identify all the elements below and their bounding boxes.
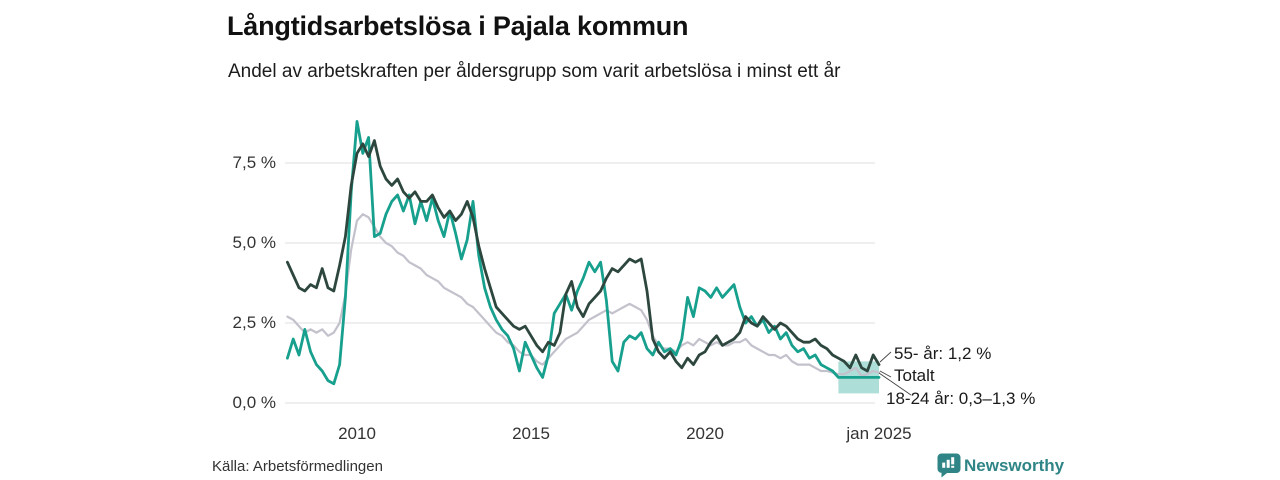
series-line-18-24 <box>285 120 881 386</box>
annotation-55-ar: 55- år: 1,2 % <box>894 344 992 363</box>
chart-subtitle: Andel av arbetskraften per åldersgrupp s… <box>228 61 841 82</box>
x-tick-label-2010: 2010 <box>338 424 376 443</box>
series-line-55 <box>285 139 881 373</box>
annotation-connector-55 <box>879 351 892 363</box>
y-tick-label-5-0: 5,0 % <box>232 233 276 252</box>
annotation-connector-18-24 <box>878 372 912 396</box>
source-attribution: Källa: Arbetsförmedlingen <box>212 458 383 475</box>
y-tick-label-7-5: 7,5 % <box>232 153 276 172</box>
y-tick-label-2-5: 2,5 % <box>232 313 276 332</box>
series-line-total <box>286 213 881 377</box>
x-tick-label-2015: 2015 <box>512 424 550 443</box>
annotation-totalt: Totalt <box>894 366 935 385</box>
newsworthy-brand-name: Newsworthy <box>964 456 1065 475</box>
annotation-connector-totalt <box>879 370 892 378</box>
x-tick-label-2020: 2020 <box>686 424 724 443</box>
chart-title: Långtidsarbetslösa i Pajala kommun <box>227 11 689 41</box>
annotation-18-24-ar: 18-24 år: 0,3–1,3 % <box>886 389 1036 408</box>
x-tick-label-jan-2025: jan 2025 <box>846 424 912 443</box>
y-tick-label-0-0: 0,0 % <box>232 393 276 412</box>
newsworthy-logo-icon <box>937 453 961 478</box>
